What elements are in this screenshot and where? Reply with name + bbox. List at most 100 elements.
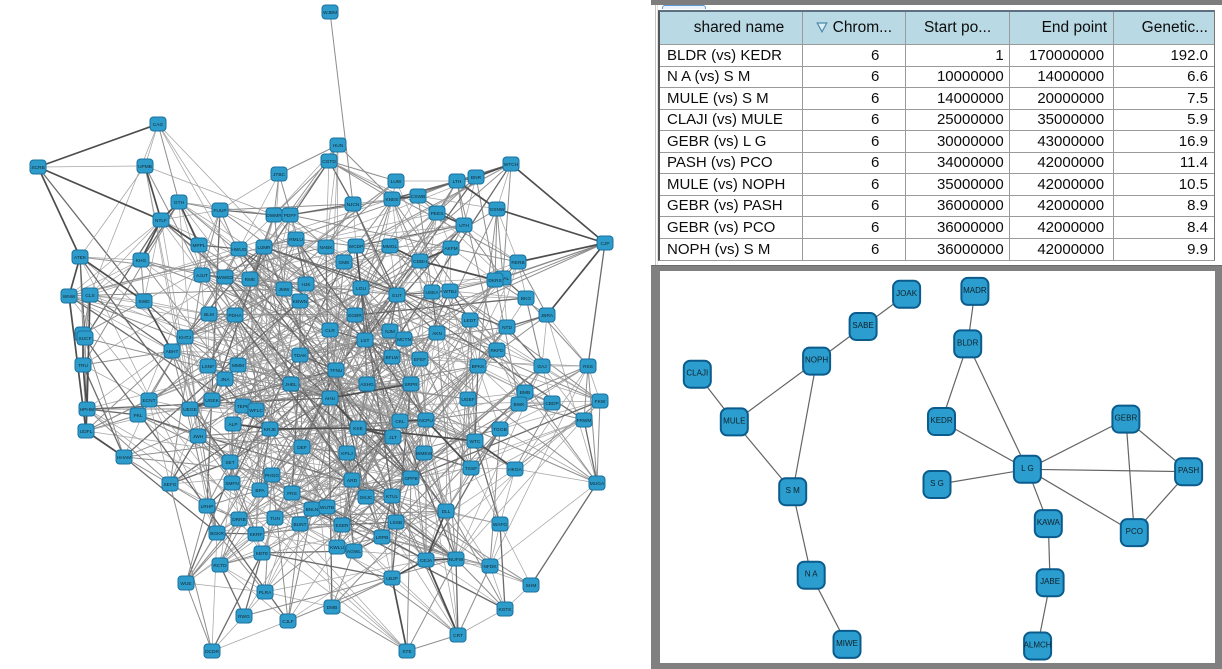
svg-text:UGBF: UGBF — [461, 397, 474, 403]
svg-text:ECNT: ECNT — [142, 398, 155, 404]
svg-text:AHU: AHU — [325, 396, 336, 402]
svg-text:UDFL: UDFL — [80, 429, 93, 435]
svg-text:RKFD: RKFD — [490, 348, 504, 354]
svg-text:SWD: SWD — [138, 299, 150, 305]
svg-text:RMLU: RMLU — [289, 237, 303, 243]
svg-text:GAJ: GAJ — [537, 364, 547, 370]
svg-text:RCTD: RCTD — [213, 563, 227, 569]
svg-text:TFNU: TFNU — [330, 368, 343, 374]
svg-text:AJUT: AJUT — [196, 273, 208, 279]
svg-text:PASH: PASH — [1178, 466, 1199, 475]
svg-text:KHTJ: KHTJ — [179, 335, 192, 341]
svg-text:WJBM: WJBM — [323, 10, 337, 16]
svg-text:CDBH: CDBH — [413, 259, 427, 265]
svg-text:JTBC: JTBC — [273, 172, 286, 178]
svg-text:PCO: PCO — [1126, 527, 1143, 536]
svg-text:SRPR: SRPR — [404, 382, 418, 388]
svg-text:HPHW: HPHW — [80, 407, 95, 413]
svg-text:KAWA: KAWA — [1037, 518, 1061, 527]
svg-text:ASHG: ASHG — [360, 382, 374, 388]
svg-text:LRHP: LRHP — [201, 504, 214, 510]
svg-text:MADR: MADR — [963, 285, 987, 294]
svg-text:HHAM: HHAM — [117, 455, 131, 461]
svg-text:S M: S M — [786, 486, 801, 495]
svg-text:EGBR: EGBR — [348, 313, 362, 319]
svg-text:BPKK: BPKK — [472, 364, 486, 370]
svg-text:JBRA: JBRA — [541, 313, 554, 319]
svg-text:UJMR: UJMR — [257, 245, 271, 251]
svg-text:LSNF: LSNF — [202, 364, 214, 370]
svg-text:HWUG: HWUG — [231, 247, 246, 253]
svg-text:WWED: WWED — [217, 275, 233, 281]
svg-text:SET: SET — [225, 460, 234, 466]
svg-text:LST: LST — [361, 338, 370, 344]
svg-text:UGEK: UGEK — [205, 398, 219, 404]
svg-text:PDFF: PDFF — [284, 213, 297, 219]
svg-text:NUFW: NUFW — [449, 557, 464, 563]
svg-text:DKRS: DKRS — [488, 278, 501, 284]
svg-text:NFDK: NFDK — [483, 564, 497, 570]
svg-text:PEES: PEES — [431, 211, 444, 217]
svg-text:NOPH: NOPH — [805, 355, 828, 364]
svg-text:GPPB: GPPB — [404, 476, 417, 482]
svg-text:CEJA: CEJA — [420, 558, 433, 564]
svg-text:CJLF: CJLF — [282, 619, 294, 625]
svg-text:KKRF: KKRF — [250, 532, 263, 538]
svg-text:HJK: HJK — [301, 282, 311, 288]
svg-text:FUUP: FUUP — [213, 208, 226, 214]
svg-text:CLR: CLR — [325, 328, 335, 334]
svg-text:AKFM: AKFM — [444, 246, 457, 252]
svg-text:GME: GME — [339, 260, 350, 266]
svg-text:NJM: NJM — [385, 329, 395, 335]
svg-text:LBJP: LBJP — [386, 576, 397, 582]
svg-text:BFLW: BFLW — [386, 355, 399, 361]
svg-text:SABE: SABE — [852, 321, 873, 330]
svg-text:STE: STE — [402, 649, 411, 655]
svg-text:FRS: FRS — [287, 491, 297, 497]
svg-text:WMEW: WMEW — [416, 451, 433, 457]
svg-text:DCDR: DCDR — [205, 649, 219, 655]
svg-text:WUTB: WUTB — [320, 505, 334, 511]
svg-text:NJCN: NJCN — [347, 202, 360, 208]
svg-text:BMB: BMB — [520, 390, 530, 396]
svg-text:KHG: KHG — [136, 258, 147, 264]
svg-text:ABHT: ABHT — [166, 349, 179, 355]
svg-text:LGU: LGU — [356, 286, 366, 292]
svg-text:PDHA: PDHA — [228, 313, 242, 319]
svg-text:RWG: RWG — [238, 614, 250, 620]
svg-text:ESER: ESER — [335, 523, 349, 529]
svg-text:RSS: RSS — [583, 364, 593, 370]
svg-text:DLL: DLL — [442, 509, 451, 515]
svg-text:BGKR: BGKR — [210, 531, 224, 537]
svg-text:KPLJ: KPLJ — [341, 451, 353, 457]
svg-text:GUT: GUT — [392, 293, 402, 299]
svg-text:TRU: TRU — [78, 363, 88, 369]
svg-text:AGWL: AGWL — [347, 549, 361, 555]
svg-text:BWK: BWK — [514, 402, 526, 408]
svg-text:TDAK: TDAK — [294, 353, 308, 359]
svg-text:GKJC: GKJC — [360, 495, 373, 501]
svg-text:SMFN: SMFN — [225, 481, 239, 487]
svg-text:CLAJI: CLAJI — [686, 368, 708, 377]
svg-text:TSSF: TSSF — [465, 466, 477, 472]
svg-text:KWLU: KWLU — [330, 545, 344, 551]
svg-text:N A: N A — [805, 569, 819, 578]
svg-text:JOAK: JOAK — [896, 288, 918, 297]
svg-text:WUE: WUE — [180, 581, 191, 587]
svg-text:NABK: NABK — [319, 245, 333, 251]
svg-text:WCDP: WCDP — [349, 244, 364, 250]
svg-text:JMW: JMW — [279, 287, 290, 293]
svg-text:NTD: NTD — [502, 325, 512, 331]
svg-text:MULE: MULE — [723, 416, 745, 425]
svg-text:BNLN: BNLN — [306, 507, 319, 513]
svg-text:KTUL: KTUL — [386, 494, 399, 500]
svg-text:DMB: DMB — [327, 605, 338, 611]
svg-text:FRWM: FRWM — [577, 418, 592, 424]
svg-text:GTH: GTH — [174, 200, 185, 206]
svg-text:AKN: AKN — [432, 331, 442, 337]
svg-text:CGTD: CGTD — [322, 159, 336, 165]
svg-text:HKGA: HKGA — [508, 467, 522, 473]
svg-text:GSNW: GSNW — [490, 207, 505, 213]
svg-text:BKG: BKG — [521, 296, 531, 302]
svg-text:MCTN: MCTN — [397, 337, 411, 343]
